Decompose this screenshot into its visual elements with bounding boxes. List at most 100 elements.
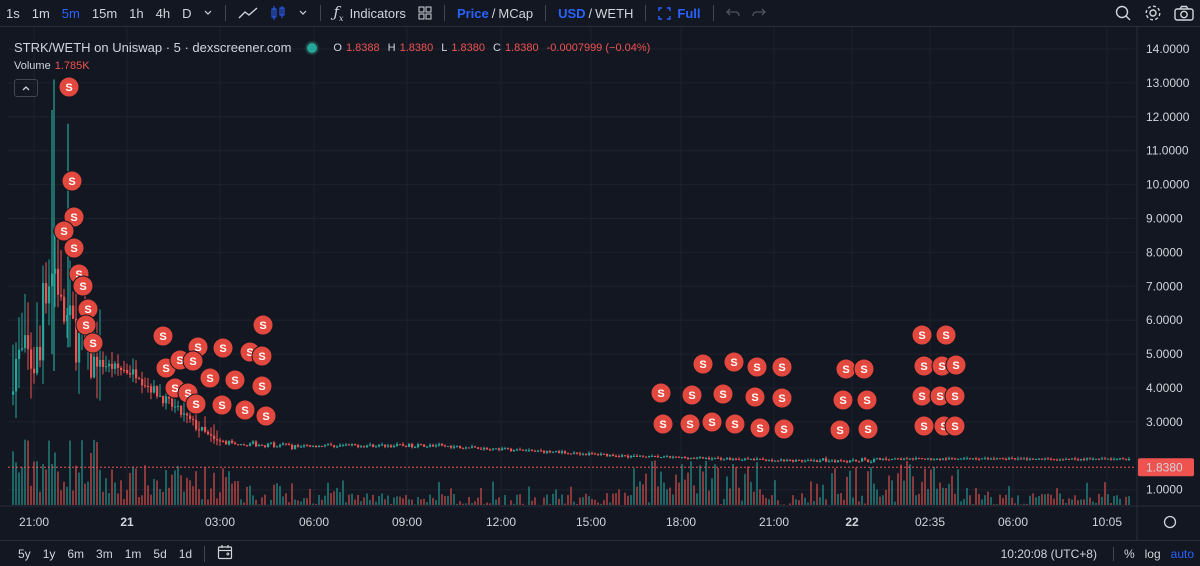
price-axis[interactable]: 14.000013.000012.000011.000010.00009.000… (8, 42, 1194, 497)
volume-bar (909, 464, 911, 505)
volume-bar (942, 488, 944, 505)
volume-bar (804, 498, 806, 505)
interval-1h[interactable]: 1h (123, 0, 149, 26)
candle-body (93, 357, 95, 378)
layouts-button[interactable] (412, 0, 438, 26)
candle-body (780, 460, 782, 461)
range-6m[interactable]: 6m (61, 547, 90, 561)
candle-body (576, 453, 578, 454)
sell-marker-label: S (730, 357, 737, 369)
auto-toggle[interactable]: auto (1171, 547, 1194, 561)
volume-bar (57, 472, 59, 505)
candle-body (639, 456, 641, 457)
chart-type-dropdown[interactable] (292, 0, 314, 26)
volume-bar (861, 496, 863, 505)
range-1d[interactable]: 1d (173, 547, 198, 561)
volume-bar (996, 504, 998, 505)
volume-bar (324, 496, 326, 505)
candle-body (459, 446, 461, 448)
volume-bar (630, 495, 632, 505)
candle-body (372, 445, 374, 448)
volume-bar (1074, 495, 1076, 505)
candle-body (720, 458, 722, 459)
quick-search-button[interactable] (1108, 0, 1138, 26)
range-1y[interactable]: 1y (37, 547, 62, 561)
settings-button[interactable] (1138, 0, 1168, 26)
volume-bar (951, 476, 953, 505)
interval-15m[interactable]: 15m (86, 0, 123, 26)
log-toggle[interactable]: log (1145, 547, 1161, 561)
candle-body (1005, 459, 1007, 460)
sell-marker-label: S (864, 424, 871, 436)
interval-5m[interactable]: 5m (56, 0, 86, 26)
screenshot-button[interactable] (1168, 0, 1200, 26)
candle-body (699, 457, 701, 458)
weth-option[interactable]: WETH (595, 6, 633, 21)
time-tick-label: 15:00 (576, 515, 606, 529)
volume-bar (15, 462, 17, 505)
candle-body (768, 460, 770, 461)
undo-button[interactable] (720, 0, 746, 26)
usd-option[interactable]: USD (558, 6, 585, 21)
candle-body (678, 457, 680, 458)
candle-body (963, 458, 965, 459)
volume-bar (60, 490, 62, 505)
volume-bar (441, 494, 443, 505)
range-5d[interactable]: 5d (147, 547, 172, 561)
price-mcap-toggle[interactable]: Price / MCap (451, 0, 539, 26)
volume-bar (222, 468, 224, 505)
volume-bar (1035, 497, 1037, 505)
interval-dropdown[interactable] (197, 0, 219, 26)
volume-bar (579, 498, 581, 505)
usd-weth-toggle[interactable]: USD / WETH (552, 0, 639, 26)
candle-chart-type-button[interactable] (264, 0, 292, 26)
price-option[interactable]: Price (457, 6, 489, 21)
candle-body (1098, 459, 1100, 460)
range-1m[interactable]: 1m (119, 547, 148, 561)
line-chart-icon (238, 6, 258, 20)
volume-bar (477, 498, 479, 505)
range-3m[interactable]: 3m (90, 547, 119, 561)
fullscreen-button[interactable]: Full (652, 0, 706, 26)
percent-toggle[interactable]: % (1124, 547, 1135, 561)
grid-icon (418, 6, 432, 20)
volume-bar (210, 488, 212, 505)
indicators-button[interactable]: ƒx Indicators (327, 0, 411, 26)
candle-body (804, 461, 806, 462)
sell-marker-label: S (778, 362, 785, 374)
candle-body (939, 459, 941, 460)
volume-bar (1050, 495, 1052, 505)
collapse-legend-button[interactable] (14, 79, 38, 97)
camera-icon (1174, 5, 1194, 21)
volume-bar (555, 489, 557, 505)
candle-body (312, 446, 314, 447)
interval-1m[interactable]: 1m (26, 0, 56, 26)
candle-body (663, 456, 665, 457)
volume-bar (72, 490, 74, 505)
mcap-option[interactable]: MCap (498, 6, 533, 21)
candle-body (798, 460, 800, 461)
volume-bar (201, 499, 203, 505)
interval-4h[interactable]: 4h (150, 0, 176, 26)
candle-body (654, 456, 656, 457)
sell-marker-label: S (756, 423, 763, 435)
volume-bar (750, 482, 752, 505)
candle-body (276, 446, 278, 447)
goto-date-button[interactable] (211, 544, 239, 563)
candle-body (216, 439, 218, 440)
candle-body (399, 444, 401, 445)
candle-body (1065, 459, 1067, 460)
interval-1s[interactable]: 1s (0, 0, 26, 26)
candle-body (279, 445, 281, 447)
line-chart-type-button[interactable] (232, 0, 264, 26)
volume-bar (807, 502, 809, 505)
sell-marker-label: S (162, 363, 169, 375)
candle-body (1110, 459, 1112, 460)
volume-bar (522, 504, 524, 505)
redo-button[interactable] (746, 0, 772, 26)
volume-bar (234, 481, 236, 505)
range-5y[interactable]: 5y (12, 547, 37, 561)
interval-D[interactable]: D (176, 0, 197, 26)
